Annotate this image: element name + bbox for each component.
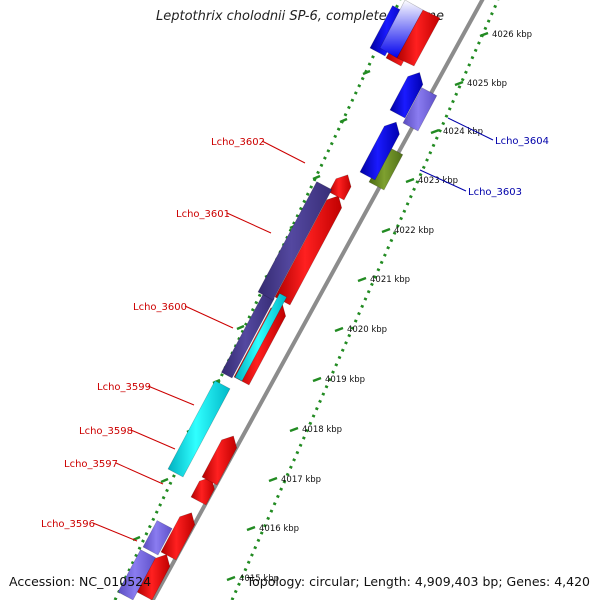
ruler-label: 4022 kbp (394, 226, 434, 236)
ruler-tick (289, 426, 299, 433)
ruler-tick (226, 575, 236, 582)
gene-leader-line (92, 522, 138, 542)
ruler-tick (405, 177, 415, 184)
gene-label[interactable]: Lcho_3603 (468, 187, 522, 198)
cds-red (136, 554, 171, 600)
gene-label[interactable]: Lcho_3599 (97, 382, 151, 393)
ruler-minor-tick (362, 69, 371, 76)
genome-summary-text: Topology: circular; Length: 4,909,403 bp… (246, 574, 590, 589)
backbone-line (150, 0, 485, 600)
gene-label[interactable]: Lcho_3598 (79, 426, 133, 437)
gene-leader-line (226, 212, 272, 234)
ruler-tick (430, 128, 440, 135)
ruler-label: 4016 kbp (259, 524, 299, 534)
gene-leader-line (261, 140, 306, 164)
gene-leader-line (115, 462, 164, 485)
ruler-tick (246, 525, 256, 532)
ruler-tick (357, 276, 367, 283)
ruler-minor-tick (236, 324, 245, 331)
map-title: Leptothrix cholodnii SP-6, complete geno… (156, 9, 444, 24)
gene-labels: Lcho_3602 Lcho_3601 Lcho_3600 Lcho_3599 Lcho… (41, 117, 549, 542)
ruler-tick (381, 227, 391, 234)
ruler-minor-tick (160, 477, 169, 484)
cds-slateblue (402, 87, 438, 132)
gene-leader-line (447, 117, 494, 141)
cds-red (201, 435, 238, 486)
gene-label[interactable]: Lcho_3601 (176, 209, 230, 220)
gene-leader-line (130, 429, 176, 450)
gene-label[interactable]: Lcho_3604 (495, 136, 549, 147)
gene-label[interactable]: Lcho_3597 (64, 459, 118, 470)
gene-leader-line (419, 169, 467, 192)
cds-slateblue (117, 549, 156, 600)
cds-red (160, 512, 196, 561)
ruler-label: 4025 kbp (467, 79, 507, 89)
genome-backbone (150, 0, 485, 600)
gene-leader-line (184, 305, 234, 329)
cds-red (190, 476, 215, 506)
cds-slateblue (142, 520, 173, 556)
ruler-minor-tick (312, 174, 321, 181)
ruler-tick (268, 476, 278, 483)
cds-blue (389, 72, 424, 119)
ruler-tick (454, 80, 464, 87)
ruler-label: 4026 kbp (492, 30, 532, 40)
ruler-label: 4021 kbp (370, 275, 410, 285)
ruler-label: 4023 kbp (418, 176, 458, 186)
ruler-minor-tick (339, 117, 348, 124)
ruler-label: 4018 kbp (302, 425, 342, 435)
cds-red (328, 174, 352, 201)
ruler-label: 4020 kbp (347, 325, 387, 335)
cds-cyan (234, 292, 288, 382)
ruler-labels: 4015 kbp 4016 kbp 4017 kbp 4018 kbp 4019 kbp… (226, 30, 532, 584)
ruler-label: 4017 kbp (281, 475, 321, 485)
ruler-tick (312, 376, 322, 383)
cds-blue (359, 121, 400, 181)
gene-label[interactable]: Lcho_3596 (41, 519, 95, 530)
ruler-label: 4019 kbp (325, 375, 365, 385)
gene-label[interactable]: Lcho_3602 (211, 137, 265, 148)
accession-text: Accession: NC_010524 (9, 574, 152, 589)
gene-label[interactable]: Lcho_3600 (133, 302, 187, 313)
ruler-label: 4024 kbp (443, 127, 483, 137)
ruler-tick (479, 31, 489, 38)
ruler-dots-left (113, 0, 402, 600)
ruler-label: 4015 kbp (239, 574, 279, 584)
ruler-tick (334, 326, 344, 333)
gene-leader-line (147, 385, 195, 406)
gene-features (117, 0, 441, 600)
cds-red (396, 9, 441, 67)
cds-darkslate (257, 181, 333, 301)
ruler-dots-right (230, 0, 500, 600)
cds-cyan (167, 380, 231, 478)
ruler-tick-dots (113, 0, 500, 600)
